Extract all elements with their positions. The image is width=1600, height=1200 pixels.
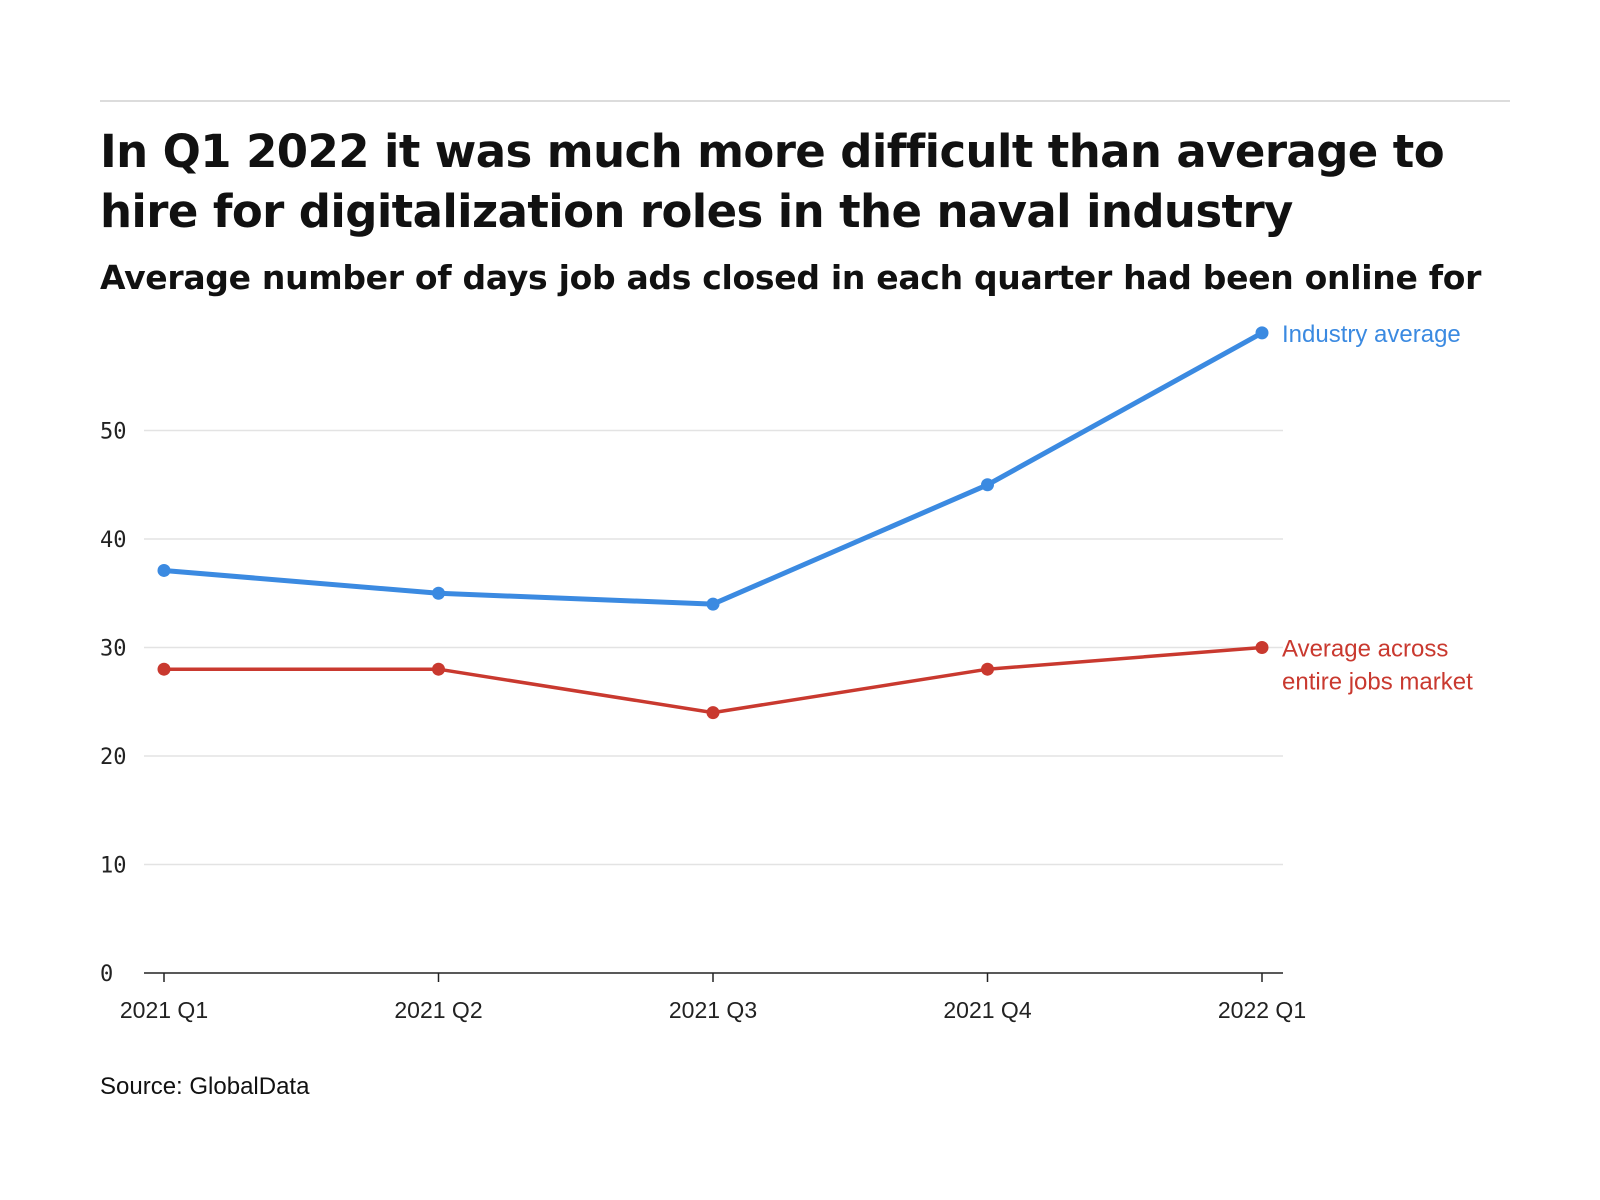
y-axis-tick-labels: 0 10 20 30 40 50 — [100, 420, 127, 988]
data-point — [157, 662, 171, 676]
series-label: Industry average — [1282, 321, 1461, 348]
data-point — [706, 706, 720, 720]
series-jobs-market-average — [157, 641, 1269, 720]
x-axis — [144, 972, 1283, 982]
y-tick-label: 50 — [100, 420, 127, 445]
series-label-line: Average across — [1282, 636, 1448, 663]
series-label-line: Industry average — [1282, 321, 1461, 348]
y-tick-label: 20 — [100, 745, 127, 770]
series-line — [162, 645, 1264, 715]
data-point — [706, 597, 720, 611]
data-point — [981, 662, 994, 676]
y-tick-label: 30 — [100, 637, 127, 662]
x-tick-label: 2022 Q1 — [1218, 997, 1306, 1023]
y-tick-label: 40 — [100, 528, 127, 553]
x-tick-label: 2021 Q1 — [120, 997, 208, 1023]
data-point — [1255, 326, 1269, 340]
series-group — [157, 326, 1269, 720]
top-divider — [100, 100, 1510, 102]
y-tick-label: 10 — [100, 854, 127, 879]
series-label: Average across entire jobs market — [1282, 636, 1473, 696]
x-tick-label: 2021 Q3 — [669, 997, 757, 1023]
x-tick-label: 2021 Q4 — [943, 997, 1031, 1023]
source-note: Source: GlobalData — [100, 1073, 310, 1100]
series-line — [161, 330, 1265, 607]
grid-lines — [144, 429, 1283, 866]
series-label-line: entire jobs market — [1282, 669, 1473, 696]
chart-subtitle: Average number of days job ads closed in… — [100, 258, 1482, 297]
data-point — [432, 586, 445, 600]
data-point — [1255, 641, 1269, 654]
y-tick-label: 0 — [100, 962, 113, 987]
data-point — [157, 563, 171, 577]
x-axis-tick-labels: 2021 Q1 2021 Q2 2021 Q3 2021 Q4 2022 Q1 — [120, 997, 1306, 1023]
chart-title: In Q1 2022 it was much more difficult th… — [100, 125, 1445, 238]
data-point — [981, 478, 994, 492]
series-industry-average — [157, 326, 1269, 611]
series-labels: Industry average Average across entire job… — [1282, 321, 1473, 696]
data-point — [432, 662, 445, 676]
x-tick-label: 2021 Q2 — [394, 997, 482, 1023]
